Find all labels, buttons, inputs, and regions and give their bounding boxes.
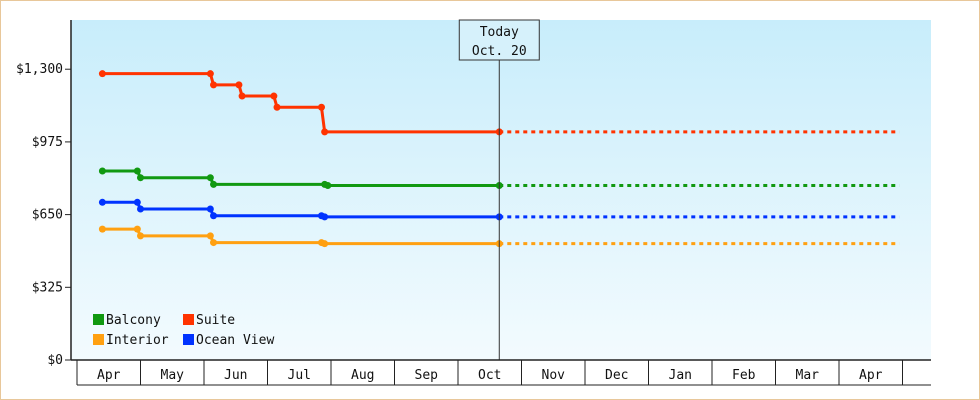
y-tick-label: $325 <box>32 280 63 295</box>
x-tick-label: Mar <box>796 368 820 383</box>
legend-label-ocean-view: Ocean View <box>196 333 274 348</box>
x-tick-label: Sep <box>415 368 439 383</box>
x-tick-label: Jul <box>288 368 311 383</box>
data-point-ocean-view <box>137 205 144 213</box>
data-point-suite <box>98 70 106 78</box>
y-tick-label: $650 <box>32 208 63 223</box>
data-point-ocean-view <box>133 198 141 206</box>
x-tick-label: Apr <box>97 368 121 383</box>
legend-label-balcony: Balcony <box>106 313 161 328</box>
legend-label-interior: Interior <box>106 333 169 348</box>
data-point-ocean-view <box>98 198 106 206</box>
x-tick-label: Jan <box>669 368 692 383</box>
y-tick-label: $1,300 <box>16 62 63 77</box>
data-point-interior <box>210 239 218 247</box>
y-tick-label: $975 <box>32 135 63 150</box>
data-point-balcony <box>324 182 332 190</box>
data-point-interior <box>133 225 141 233</box>
legend-swatch-interior <box>93 334 104 345</box>
legend-swatch-suite <box>183 314 194 325</box>
data-point-ocean-view <box>321 213 329 221</box>
data-point-ocean-view <box>206 205 214 213</box>
data-point-suite <box>270 92 278 100</box>
plot-background <box>71 20 931 360</box>
data-point-balcony <box>206 174 214 182</box>
data-point-ocean-view <box>210 212 218 220</box>
data-point-interior <box>321 240 329 248</box>
y-tick-label: $0 <box>47 353 63 368</box>
x-tick-label: Dec <box>605 368 628 383</box>
x-tick-label: Oct <box>478 368 501 383</box>
legend-swatch-balcony <box>93 314 104 325</box>
data-point-balcony <box>133 167 141 175</box>
today-label: Today <box>480 25 519 40</box>
x-tick-label: Apr <box>859 368 883 383</box>
series-line-suite <box>102 72 500 134</box>
data-point-interior <box>98 225 106 233</box>
data-point-balcony <box>210 180 218 188</box>
x-tick-label: Jun <box>224 368 247 383</box>
data-point-suite <box>210 81 218 89</box>
data-point-balcony <box>98 167 106 175</box>
x-tick-label: Aug <box>351 368 374 383</box>
legend-swatch-ocean-view <box>183 334 194 345</box>
x-tick-label: May <box>161 368 185 383</box>
data-point-suite <box>206 70 214 78</box>
today-date: Oct. 20 <box>472 44 527 59</box>
data-point-balcony <box>137 174 144 182</box>
data-point-suite <box>235 81 243 89</box>
data-point-suite <box>321 128 329 136</box>
data-point-interior <box>206 232 214 240</box>
x-tick-label: Feb <box>732 368 756 383</box>
x-tick-label: Nov <box>542 368 566 383</box>
legend-label-suite: Suite <box>196 313 235 328</box>
data-point-suite <box>317 103 325 111</box>
today-callout-box <box>458 19 540 61</box>
data-point-suite <box>238 92 246 100</box>
data-point-suite <box>273 103 281 111</box>
data-point-interior <box>137 232 144 240</box>
